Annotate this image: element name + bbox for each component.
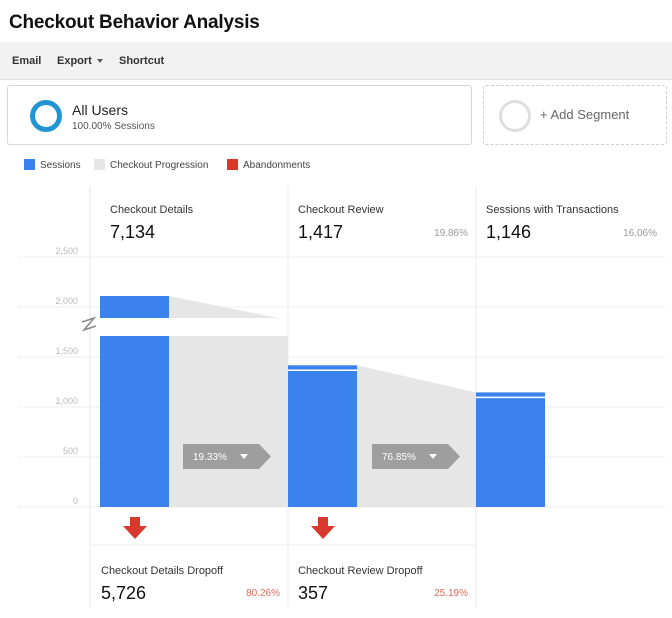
dropoff-arrow-icon <box>311 517 335 539</box>
y-tick-label: 2,000 <box>55 296 78 306</box>
session-bar <box>288 365 357 507</box>
segment-card[interactable]: All Users 100.00% Sessions <box>7 85 472 145</box>
dropoff-arrow-icon <box>123 517 147 539</box>
dropoff-name-checkout-details: Checkout Details Dropoff <box>101 565 224 577</box>
chevron-down-icon <box>429 454 437 459</box>
legend-swatch-abandonments <box>227 159 238 170</box>
y-tick-label: 500 <box>63 446 78 456</box>
legend-label-progression: Checkout Progression <box>110 160 209 171</box>
legend-item-sessions: Sessions <box>24 159 81 171</box>
chevron-down-icon <box>240 454 248 459</box>
add-segment-button[interactable]: + Add Segment <box>483 85 667 145</box>
legend-swatch-progression <box>94 159 105 170</box>
progression-ribbon <box>169 336 288 507</box>
export-button[interactable]: Export <box>57 55 103 67</box>
stage-value-checkout-review: 1,417 <box>298 222 344 242</box>
session-bar <box>100 336 169 507</box>
shortcut-button[interactable]: Shortcut <box>119 55 165 67</box>
stage-pct-checkout-review: 19.86% <box>434 228 468 239</box>
segment-name: All Users <box>72 102 129 118</box>
export-label: Export <box>57 55 92 67</box>
y-tick-label: 1,500 <box>55 346 78 356</box>
axis-break-icon <box>81 316 97 332</box>
stage-name-checkout-details: Checkout Details <box>110 204 194 216</box>
email-button[interactable]: Email <box>12 55 42 67</box>
segment-ring-icon <box>30 100 62 132</box>
dropoff-value-checkout-details: 5,726 <box>101 583 147 603</box>
progression-ribbon-top <box>169 296 278 318</box>
y-tick-label: 0 <box>73 496 78 506</box>
page-title: Checkout Behavior Analysis <box>9 12 260 33</box>
y-tick-label: 1,000 <box>55 396 78 406</box>
stage-name-transactions: Sessions with Transactions <box>486 204 619 216</box>
stage-value-transactions: 1,146 <box>486 222 532 242</box>
legend-swatch-sessions <box>24 159 35 170</box>
stage-pct-transactions: 16.06% <box>623 228 657 239</box>
stage-value-checkout-details: 7,134 <box>110 222 156 242</box>
legend-item-progression: Checkout Progression <box>94 159 208 171</box>
legend-item-abandonments: Abandonments <box>227 159 310 171</box>
add-segment-label: + Add Segment <box>540 107 630 122</box>
conversion-rate-label: 76.85% <box>382 452 416 463</box>
dropoff-value-checkout-review: 357 <box>298 583 329 603</box>
segment-sessions-percent: 100.00% Sessions <box>72 121 155 132</box>
y-tick-label: 2,500 <box>55 246 78 256</box>
session-bar <box>476 392 545 507</box>
stage-name-checkout-review: Checkout Review <box>298 204 384 216</box>
legend-label-sessions: Sessions <box>40 160 81 171</box>
legend-label-abandonments: Abandonments <box>243 160 311 171</box>
dropoff-name-checkout-review: Checkout Review Dropoff <box>298 565 423 577</box>
conversion-rate-label: 19.33% <box>193 452 227 463</box>
conversion-arrow <box>372 444 460 469</box>
chevron-down-icon <box>96 59 103 64</box>
empty-segment-ring-icon <box>499 100 531 132</box>
session-bar-top <box>100 296 169 318</box>
progression-ribbon <box>357 365 476 507</box>
dropoff-pct-checkout-review: 25.19% <box>434 588 468 599</box>
dropoff-pct-checkout-details: 80.26% <box>246 588 280 599</box>
toolbar: Email Export Shortcut <box>0 42 672 80</box>
conversion-arrow <box>183 444 271 469</box>
